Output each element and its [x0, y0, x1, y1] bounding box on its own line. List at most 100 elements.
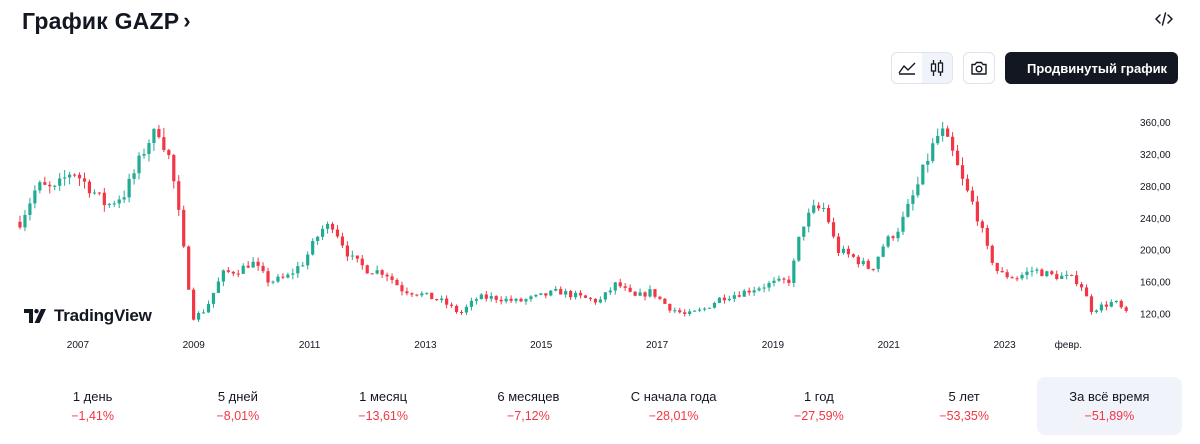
candle-body: [712, 302, 717, 308]
candle-body: [251, 261, 255, 268]
candle-body: [454, 305, 459, 313]
candle-body: [906, 203, 910, 217]
candle-body: [281, 276, 285, 278]
y-tick-label: 160,00: [1140, 278, 1171, 289]
candle-body: [102, 192, 106, 206]
code-icon: [1155, 12, 1173, 26]
candle-body: [231, 271, 235, 274]
candle-body: [1040, 269, 1044, 277]
candle-body: [147, 143, 151, 155]
candles-layer: [18, 121, 1128, 322]
candle-body: [385, 274, 389, 277]
candle-body: [544, 293, 548, 296]
area-style-button[interactable]: [892, 53, 922, 83]
candle-body: [975, 201, 979, 222]
candle-body: [1015, 278, 1019, 280]
candle-body: [1070, 274, 1074, 276]
candle-body: [390, 276, 394, 280]
candle-body: [936, 135, 940, 144]
x-tick-label: 2013: [414, 340, 437, 351]
candle-body: [256, 261, 260, 266]
candle-body: [841, 248, 846, 253]
candle-body: [648, 289, 652, 297]
x-tick-label: 2017: [646, 340, 669, 351]
x-axis: 2007 2009 2011 2013 2015 2017 2019 2021 2023 февр…: [67, 339, 1082, 351]
period-ytd[interactable]: С начала года −28,01%: [601, 377, 746, 435]
period-5d[interactable]: 5 дней −8,01%: [165, 377, 310, 435]
candle-body: [911, 195, 915, 204]
candle-body: [266, 271, 270, 283]
period-all[interactable]: За всё время −51,89%: [1036, 377, 1182, 435]
candle-body: [856, 256, 860, 265]
candle-body: [177, 181, 181, 210]
period-change: −28,01%: [648, 409, 699, 423]
candle-body: [316, 236, 320, 242]
candle-body: [221, 270, 225, 282]
candle-body: [881, 246, 885, 257]
y-tick-label: 360,00: [1140, 118, 1171, 129]
candle-body: [504, 298, 508, 302]
candle-body: [474, 299, 478, 301]
candle-style-button[interactable]: [922, 53, 952, 83]
candle-body: [335, 229, 340, 237]
x-tick-label: 2009: [183, 340, 206, 351]
candle-body: [1010, 277, 1014, 279]
candle-body: [400, 285, 404, 292]
candle-body: [896, 231, 900, 239]
period-1m[interactable]: 1 месяц −13,61%: [311, 377, 456, 435]
candle-body: [732, 295, 736, 299]
period-6m[interactable]: 6 месяцев −7,12%: [456, 377, 601, 435]
candle-body: [812, 205, 816, 213]
period-1d[interactable]: 1 день −1,41%: [20, 377, 165, 435]
y-tick-label: 320,00: [1140, 150, 1171, 161]
period-5y[interactable]: 5 лет −53,35%: [892, 377, 1037, 435]
candle-body: [1005, 272, 1009, 278]
candle-body: [1050, 271, 1054, 275]
period-change: −53,35%: [939, 409, 989, 423]
candle-body: [608, 290, 612, 293]
embed-code-button[interactable]: [1152, 8, 1176, 30]
candle-body: [58, 178, 62, 186]
candle-body: [68, 174, 72, 178]
candle-body: [1104, 304, 1108, 307]
candle-body: [941, 128, 945, 136]
candle-body: [271, 281, 275, 283]
candle-body: [901, 216, 905, 232]
candle-body: [683, 312, 687, 314]
candle-body: [1079, 284, 1084, 288]
candle-body: [325, 223, 330, 229]
candle-body: [87, 181, 92, 194]
candle-body: [291, 273, 295, 275]
period-change: −8,01%: [216, 409, 260, 423]
candle-body: [152, 128, 156, 144]
screenshot-button[interactable]: [963, 52, 995, 84]
candle-body: [410, 293, 414, 295]
chart-title-link[interactable]: График GAZP ›: [22, 6, 191, 36]
candle-body: [380, 270, 384, 275]
candle-body: [985, 227, 989, 246]
candle-body: [276, 276, 280, 282]
chart-style-toggle: [891, 52, 953, 84]
candle-body: [782, 278, 786, 280]
candle-body: [97, 192, 101, 194]
candle-body: [201, 312, 206, 314]
tradingview-logo[interactable]: TradingView: [24, 306, 152, 326]
candle-body: [807, 212, 811, 227]
period-label: 1 месяц: [359, 389, 408, 404]
period-1y[interactable]: 1 год −27,59%: [746, 377, 891, 435]
candle-body: [668, 303, 672, 311]
candle-body: [693, 310, 697, 312]
candle-body: [415, 294, 419, 296]
period-label: 6 месяцев: [497, 389, 560, 404]
candle-body: [990, 245, 994, 263]
candle-body: [196, 312, 201, 320]
candle-body: [767, 283, 771, 288]
period-selector: 1 день −1,41% 5 дней −8,01% 1 месяц −13,…: [20, 377, 1182, 435]
candle-body: [53, 185, 57, 187]
candle-body: [529, 296, 533, 300]
candle-body: [831, 222, 836, 237]
advanced-chart-button[interactable]: Продвинутый график: [1005, 52, 1178, 84]
price-chart[interactable]: 120,00 160,00 200,00 240,00 280,00 320,00 360,…: [0, 96, 1200, 360]
candlestick-icon: [930, 60, 944, 76]
candle-body: [340, 236, 345, 246]
